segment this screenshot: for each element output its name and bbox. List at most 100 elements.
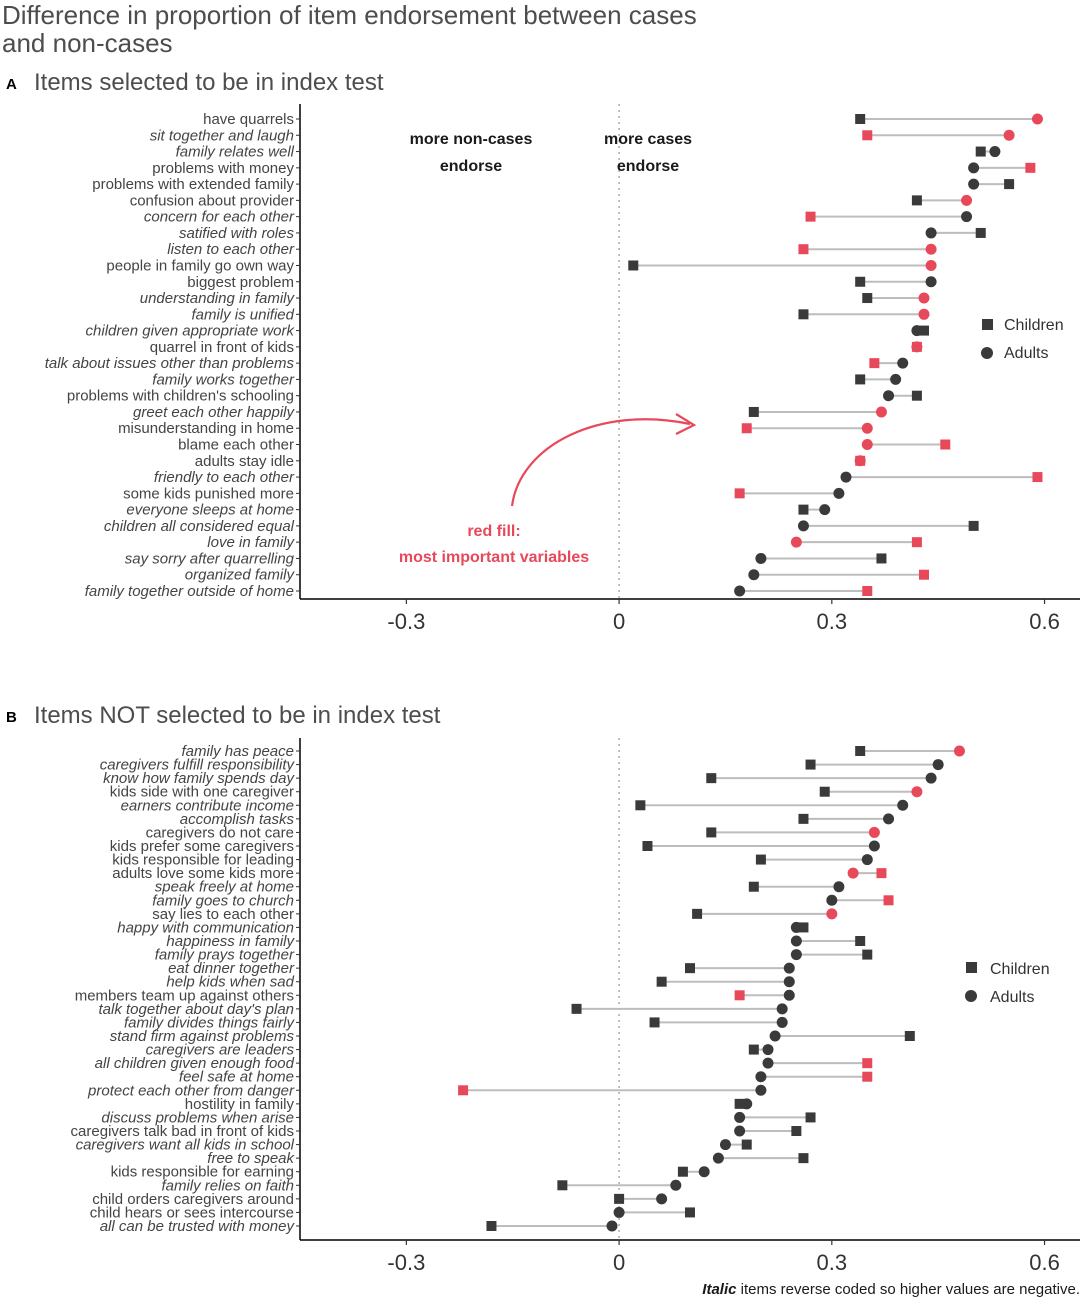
panel-a-item-label: everyone sleeps at home [126,502,294,519]
legend-a-children-label: Children [1004,317,1064,334]
panel-b-children-point [734,990,745,1001]
panel-a-children-point [1004,179,1015,190]
panel-b-children-point [642,841,653,851]
panel-a-adults-point [790,536,802,548]
panel-b-item-label: speak freely at home [155,879,294,896]
panel-b-item-label: happiness in family [166,933,295,950]
panel-a-item-label: some kids punished more [123,485,294,502]
panel-b-children-point [486,1221,497,1231]
panel-b-item-label: family has peace [181,743,294,760]
panel-b-adults-point [613,1206,625,1218]
panel-b-item-label: caregivers are leaders [146,1042,295,1059]
panel-b-adults-point [783,962,795,974]
panel-b-children-point [706,773,717,784]
panel-b-title: Items NOT selected to be in index test [34,702,441,729]
panel-a-adults-point [833,487,845,499]
panel-b-item-label: kids prefer some caregivers [110,838,294,855]
panel-b-item-label: members team up against others [75,987,294,1004]
panel-b-adults-point [826,908,838,920]
panel-a-item-label: adults stay idle [195,453,294,470]
panel-b-item-label: all children given enough food [95,1055,295,1072]
panel-a-adults-point [961,211,973,223]
panel-a-adults-point [968,178,980,190]
figure-title-line-1: Difference in proportion of item endorse… [2,0,697,30]
panel-b-adults-point [953,745,965,757]
panel-a-title: Items selected to be in index test [34,69,384,96]
panel-a-item-label: family together outside of home [85,583,294,600]
panel-a-tag: A [6,76,17,93]
panel-a-item-label: confusion about provider [130,192,294,209]
panel-b-children-point [685,963,695,974]
panel-a-children-point [1025,162,1036,173]
panel-b-item-label: earners contribute income [121,797,294,814]
region-label-right-line-2: endorse [617,158,679,175]
panel-a-children-point [940,439,951,450]
panel-a-item-label: people in family go own way [106,257,294,274]
panel-b-children-point [677,1166,688,1177]
panel-b-adults-point [776,1003,788,1015]
panel-a-x-tick-label: 0.3 [817,609,848,634]
panel-b-children-point [876,868,887,879]
caption-rest: items reverse coded so higher values are… [736,1281,1080,1298]
panel-a-item-label: greet each other happily [133,404,295,421]
panel-a-adults-point [925,243,937,255]
panel-b-children-point [862,949,873,960]
panel-b-item-label: protect each other from danger [87,1082,295,1099]
panel-a-item-label: listen to each other [167,241,295,258]
panel-a-item-label: family works together [152,371,295,388]
caption: Italic items reverse coded so higher val… [702,1281,1080,1298]
panel-a-item-label: problems with extended family [92,176,294,193]
panel-a-item-label: quarrel in front of kids [150,339,294,356]
panel-a-item-label: family is unified [191,306,294,323]
panel-b-adults-point [762,1057,774,1069]
panel-b-children-point [862,1058,873,1069]
panel-a-item-label: children given appropriate work [86,323,296,340]
panel-a-children-point [911,537,922,548]
panel-b-item-label: free to speak [207,1150,295,1167]
panel-b-item-label: caregivers fulfill responsibility [100,757,296,774]
panel-b-adults-point [783,989,795,1001]
panel-a-children-point [975,227,986,238]
panel-a-item-label: blame each other [178,437,294,454]
panel-a-item-label: sit together and laugh [150,127,294,144]
panel-a-adults-point [748,569,760,581]
region-label-right-line-1: more cases [604,131,692,148]
panel-a-item-label: children all considered equal [104,518,295,535]
panel-b-adults-point [897,799,909,811]
panel-b-item-label: child hears or sees intercourse [90,1204,294,1221]
panel-b-children-point [614,1193,625,1204]
panel-a-children-point [911,390,922,401]
panel-a-item-label: misunderstanding in home [118,420,294,437]
panel-b-adults-point [606,1220,618,1232]
panel-b-adults-point [932,759,944,771]
panel-b-adults-point [698,1166,710,1178]
panel-b-children-point [458,1085,469,1096]
panel-b-children-point [635,800,646,811]
panel-a-item-label: say sorry after quarrelling [125,550,295,567]
panel-b-item-label: caregivers talk bad in front of kids [71,1123,294,1140]
panel-b-adults-point [833,881,845,893]
panel-a-item-label: satified with roles [179,225,295,242]
legend-a: Children Adults [981,317,1064,362]
panel-a-item-label: concern for each other [144,209,295,226]
panel-a-adults-point [734,585,746,597]
panel-b-children-point [692,908,703,919]
panel-a-adults-point [840,471,852,483]
panel-b-children-point [755,854,766,865]
panel-a-item-label: talk about issues other than problems [45,355,295,372]
panel-a-x-tick-label: 0.6 [1029,609,1060,634]
panel-b-adults-point [755,1084,767,1096]
panel-b-item-label: talk together about day's plan [99,1001,295,1018]
panel-a-adults-point [890,373,902,385]
panel-b-item-label: help kids when sad [166,974,294,991]
panel-a-adults-point [968,162,980,174]
annotation-arrow-head [675,413,697,435]
panel-a-adults-point [755,552,767,564]
panel-a-adults-point [918,292,930,304]
annotation-line-1: red fill: [467,523,520,540]
panel-a-children-point [741,423,752,434]
panel-a-children-point [919,569,929,580]
panel-b-adults-point [734,1111,746,1123]
panel-a-children-point [911,195,922,206]
